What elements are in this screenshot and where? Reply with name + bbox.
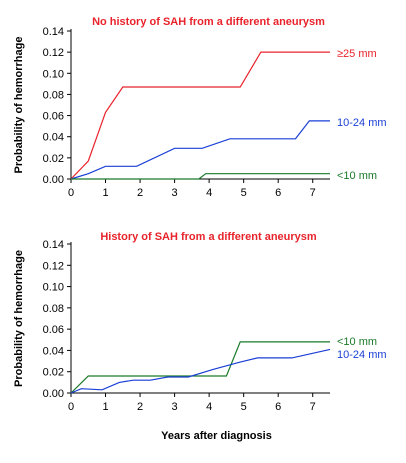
series-line-10-mm — [70, 341, 330, 394]
y-tick-label: 0.02 — [43, 367, 64, 379]
y-tick-label: 0.08 — [43, 303, 64, 315]
y-tick-label: 0.14 — [43, 26, 64, 38]
chart-title: No history of SAH from a different aneur… — [92, 16, 325, 28]
series-label: ≥25 mm — [337, 48, 377, 60]
x-tick-label: 0 — [68, 187, 74, 199]
y-axis-label: Probability of hemorrhage — [13, 37, 25, 174]
series-label: 10-24 mm — [337, 349, 387, 361]
x-tick-label: 2 — [137, 187, 143, 199]
y-tick-label: 0.06 — [43, 111, 64, 123]
x-tick-label: 0 — [68, 401, 74, 413]
y-tick-label: 0.10 — [43, 282, 64, 294]
x-tick-label: 2 — [137, 401, 143, 413]
x-tick-label: 1 — [102, 187, 108, 199]
x-tick-label: 6 — [275, 401, 281, 413]
x-tick-label: 5 — [241, 187, 247, 199]
x-tick-label: 5 — [241, 401, 247, 413]
y-tick-label: 0.12 — [43, 260, 64, 272]
y-tick-label: 0.14 — [43, 239, 64, 251]
series-line-10-24-mm — [70, 120, 330, 180]
y-axis-label: Probability of hemorrhage — [13, 250, 25, 387]
x-axis-label: Years after diagnosis — [161, 430, 272, 442]
y-tick-label: 0.00 — [43, 388, 64, 400]
x-tick-label: 4 — [206, 401, 212, 413]
y-tick-label: 0.02 — [43, 153, 64, 165]
y-tick-label: 0.04 — [43, 132, 64, 144]
y-tick-label: 0.08 — [43, 89, 64, 101]
y-tick-label: 0.04 — [43, 345, 64, 357]
chart-panel-2: History of SAH from a different aneurysm… — [13, 231, 387, 442]
x-tick-label: 4 — [206, 187, 212, 199]
y-tick-label: 0.10 — [43, 68, 64, 80]
series-line-10-24-mm — [70, 348, 331, 394]
series-line-10-mm — [71, 173, 330, 180]
series-line-25-mm — [70, 51, 330, 180]
series-label: <10 mm — [337, 170, 377, 182]
series-label: 10-24 mm — [337, 117, 387, 129]
y-tick-label: 0.00 — [43, 174, 64, 186]
x-tick-label: 3 — [172, 401, 178, 413]
x-tick-label: 7 — [310, 401, 316, 413]
x-tick-label: 1 — [102, 401, 108, 413]
chart-panel-1: No history of SAH from a different aneur… — [13, 16, 387, 199]
x-tick-label: 6 — [275, 187, 281, 199]
series-label: <10 mm — [337, 336, 377, 348]
y-tick-label: 0.12 — [43, 47, 64, 59]
x-tick-label: 3 — [172, 187, 178, 199]
chart-title: History of SAH from a different aneurysm — [100, 231, 317, 243]
y-tick-label: 0.06 — [43, 324, 64, 336]
x-tick-label: 7 — [310, 187, 316, 199]
